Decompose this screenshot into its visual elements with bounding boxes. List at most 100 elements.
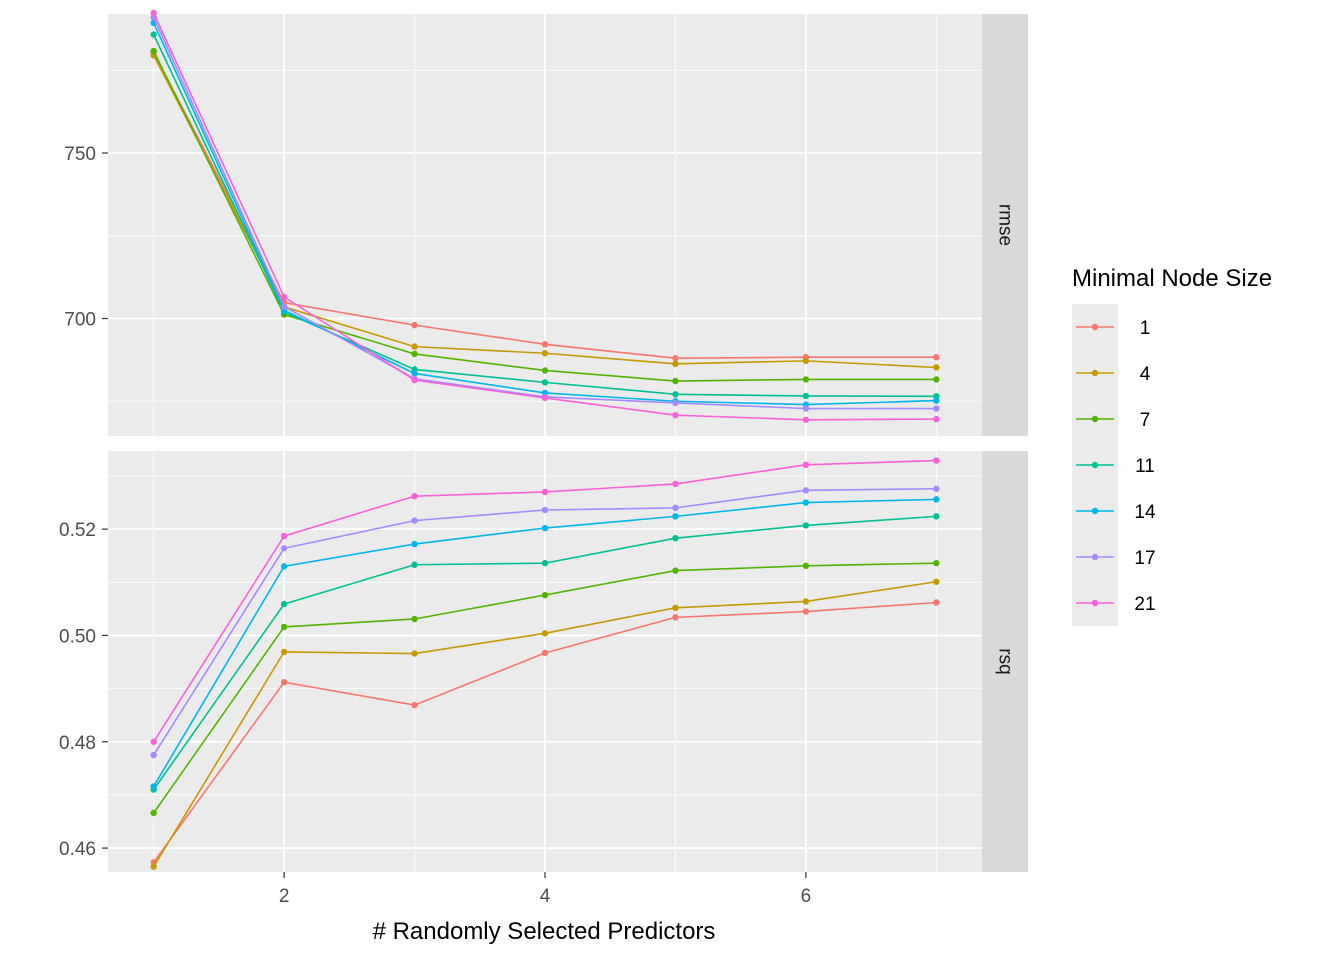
strip-label-rsq: rsq (995, 648, 1016, 674)
data-point (541, 630, 549, 637)
data-point (802, 562, 810, 570)
data-point (933, 496, 940, 503)
strip-label-rmse: rmse (995, 204, 1016, 246)
data-point (802, 598, 810, 605)
legend-label: 7 (1140, 410, 1151, 431)
legend-key-point (1091, 553, 1099, 561)
data-point (933, 578, 940, 585)
data-point (541, 488, 549, 496)
data-point (933, 364, 940, 371)
legend-entry-17: 17 (1076, 548, 1156, 569)
data-point (150, 751, 157, 759)
data-point (541, 506, 549, 514)
data-point (802, 405, 810, 412)
data-point (672, 391, 679, 398)
data-point (802, 392, 810, 400)
data-point (280, 303, 288, 310)
legend-key-point (1091, 599, 1099, 607)
legend-entry-4: 4 (1076, 364, 1151, 385)
panels: 700 750 rmse 0.46 0.48 0.50 0.52 rsq (59, 9, 1028, 872)
data-point (802, 608, 810, 615)
data-point (933, 599, 940, 606)
x-axis: 2 4 6 (279, 872, 811, 907)
data-point (802, 376, 810, 383)
data-point (672, 504, 679, 512)
data-point (802, 487, 810, 494)
data-point (280, 679, 288, 686)
data-point (802, 522, 810, 529)
data-point (411, 701, 418, 709)
data-point (672, 567, 679, 574)
data-point (280, 293, 288, 301)
data-point (933, 485, 940, 492)
series-14 (150, 496, 940, 790)
series-21 (150, 9, 940, 423)
data-point (541, 524, 549, 532)
legend-label: 21 (1134, 594, 1155, 615)
data-point (802, 461, 810, 469)
legend-entry-21: 21 (1076, 594, 1156, 615)
data-point (541, 367, 549, 374)
legend-key-point (1091, 461, 1099, 469)
data-point (672, 360, 679, 368)
data-point (150, 863, 157, 870)
data-point (280, 648, 288, 656)
data-point (541, 350, 549, 357)
data-point (672, 604, 679, 612)
data-point (150, 738, 157, 745)
data-point (933, 354, 940, 361)
panel-rsq: 0.46 0.48 0.50 0.52 rsq (59, 451, 1028, 872)
legend-key-point (1091, 323, 1099, 331)
data-point (411, 650, 418, 657)
panel-rmse: 700 750 rmse (64, 9, 1028, 436)
y-tick-label: 0.52 (59, 520, 96, 541)
strip-background (982, 14, 1028, 436)
series-1 (150, 599, 940, 866)
x-tick-label: 6 (801, 886, 812, 907)
legend-key-point (1091, 415, 1099, 423)
data-point (802, 357, 810, 365)
data-point (672, 513, 679, 520)
data-point (411, 615, 418, 623)
y-tick-label: 0.48 (59, 733, 96, 754)
data-point (280, 623, 288, 631)
legend-entry-11: 11 (1076, 456, 1155, 477)
data-point (933, 397, 940, 404)
legend-entry-14: 14 (1076, 502, 1156, 523)
data-point (411, 376, 418, 384)
x-axis-title: # Randomly Selected Predictors (373, 918, 716, 945)
series-17 (150, 485, 940, 759)
data-point (280, 563, 288, 570)
y-tick-label: 0.50 (59, 626, 96, 647)
legend-entry-7: 7 (1076, 410, 1150, 431)
data-point (672, 399, 679, 407)
legend-key-point (1091, 507, 1099, 515)
data-point (411, 492, 418, 500)
legend-label: 4 (1140, 364, 1151, 385)
data-point (933, 513, 940, 520)
data-point (280, 532, 288, 540)
y-tick-label: 750 (64, 144, 96, 165)
data-point (150, 783, 157, 790)
data-point (411, 517, 418, 524)
x-tick-label: 4 (540, 886, 551, 907)
data-point (280, 600, 288, 608)
data-point (411, 540, 418, 548)
data-point (541, 341, 549, 348)
legend-title: Minimal Node Size (1072, 265, 1272, 292)
data-point (541, 559, 549, 567)
data-point (411, 321, 418, 329)
series-7 (150, 559, 940, 817)
series-4 (150, 578, 940, 870)
data-point (672, 377, 679, 385)
strip-background (982, 451, 1028, 872)
legend-entry-1: 1 (1076, 318, 1150, 339)
data-point (672, 534, 679, 542)
data-point (672, 355, 679, 362)
y-tick-label: 700 (64, 310, 96, 331)
series-11 (150, 513, 940, 793)
data-point (672, 480, 679, 488)
